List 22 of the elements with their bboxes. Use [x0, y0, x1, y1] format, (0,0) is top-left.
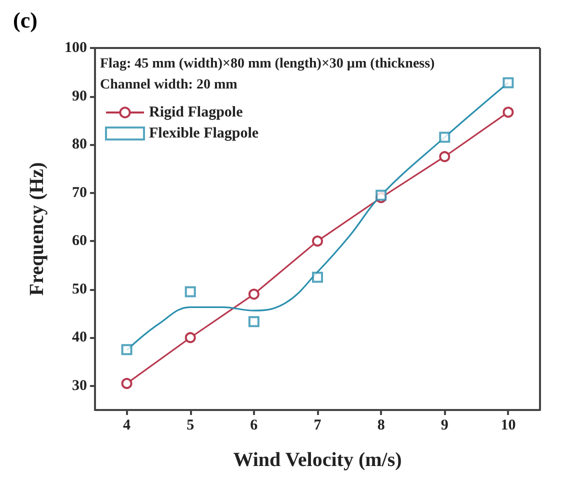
chart-title: (c)	[13, 8, 38, 32]
y-tick-label: 100	[64, 40, 87, 56]
annotation: Channel width: 20 mm	[100, 78, 238, 92]
x-tick-label: 6	[250, 418, 258, 434]
annotation: Flag: 45 mm (width)×80 mm (length)×30 µm (thickness)	[100, 56, 436, 72]
y-tick-label: 30	[72, 378, 87, 394]
x-tick-label: 10	[500, 418, 516, 434]
x-tick-label: 7	[314, 418, 322, 434]
y-tick-label: 40	[72, 330, 87, 346]
y-tick-label: 80	[72, 136, 87, 153]
x-tick-label: 5	[186, 418, 194, 434]
legend-label: Rigid Flagpole	[149, 104, 244, 120]
y-tick-label: 50	[72, 281, 87, 298]
y-tick-label: 90	[72, 88, 87, 104]
legend-label: Flexible Flagpole	[149, 126, 259, 142]
x-tick-label: 9	[440, 418, 448, 434]
x-tick-label: 4	[123, 418, 132, 434]
x-axis-title: Wind Velocity (m/s)	[233, 449, 402, 471]
y-tick-label: 60	[72, 233, 87, 250]
x-tick-label: 8	[377, 418, 385, 434]
y-axis-title: Frequency (Hz)	[26, 162, 48, 296]
y-tick-label: 70	[72, 184, 87, 201]
